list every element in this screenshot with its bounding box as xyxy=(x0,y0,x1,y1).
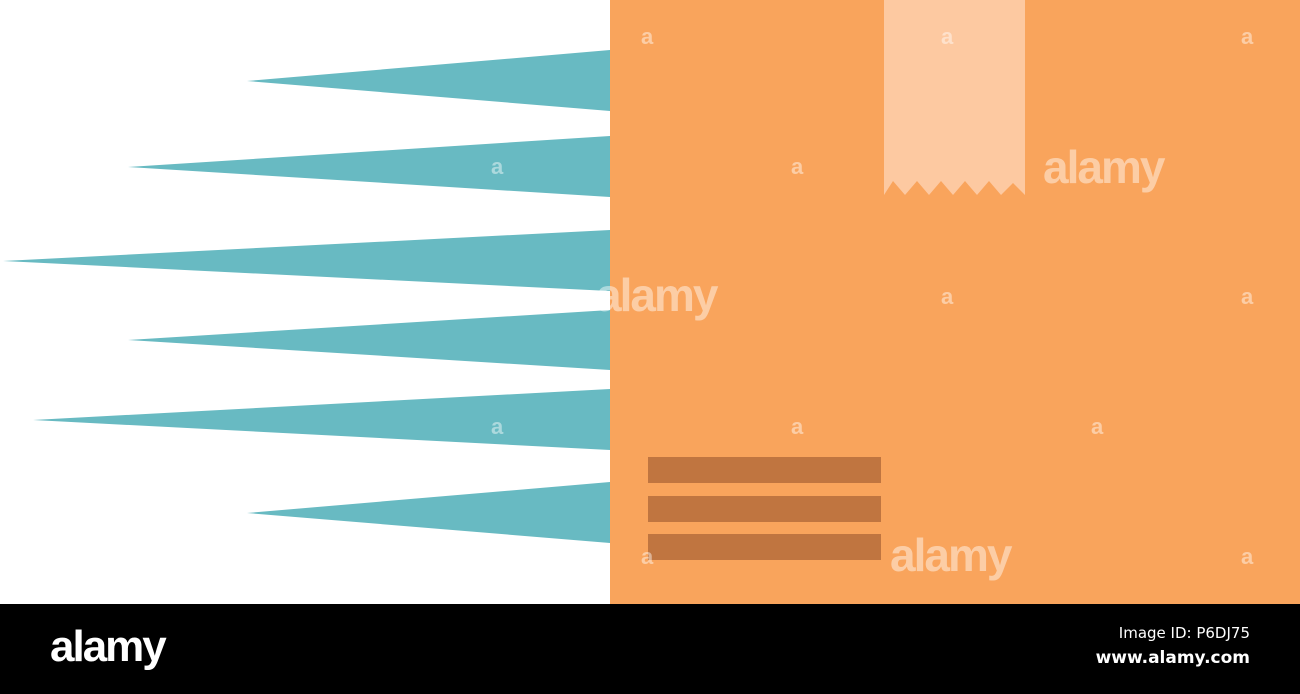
speed-line xyxy=(128,310,610,370)
site-url[interactable]: www.alamy.com xyxy=(1095,648,1250,668)
speed-line xyxy=(33,389,610,450)
speed-line xyxy=(3,230,610,291)
speed-line xyxy=(128,136,610,197)
watermark: alamy xyxy=(1043,141,1165,193)
watermark: a xyxy=(941,24,954,49)
label-line xyxy=(648,534,881,560)
brand-logo: alamy xyxy=(50,622,167,671)
delivery-box-artwork xyxy=(3,0,1300,604)
watermark: a xyxy=(1241,284,1254,309)
label-line xyxy=(648,496,881,522)
speed-line xyxy=(247,482,610,543)
watermark: a xyxy=(1091,414,1104,439)
watermark: a xyxy=(491,414,504,439)
watermark: a xyxy=(641,544,654,569)
watermark: a xyxy=(1241,544,1254,569)
watermark: alamy xyxy=(596,269,718,321)
packing-tape xyxy=(884,0,1025,195)
watermark: a xyxy=(941,284,954,309)
watermark: a xyxy=(491,154,504,179)
watermark: a xyxy=(791,154,804,179)
watermark: a xyxy=(1241,24,1254,49)
speed-line xyxy=(247,50,610,111)
label-line xyxy=(648,457,881,483)
watermark: a xyxy=(791,414,804,439)
watermark: alamy xyxy=(890,529,1012,581)
image-id: Image ID: P6DJ75 xyxy=(1118,624,1250,642)
footer-bar: alamy Image ID: P6DJ75 www.alamy.com xyxy=(0,604,1300,694)
watermark: a xyxy=(641,24,654,49)
